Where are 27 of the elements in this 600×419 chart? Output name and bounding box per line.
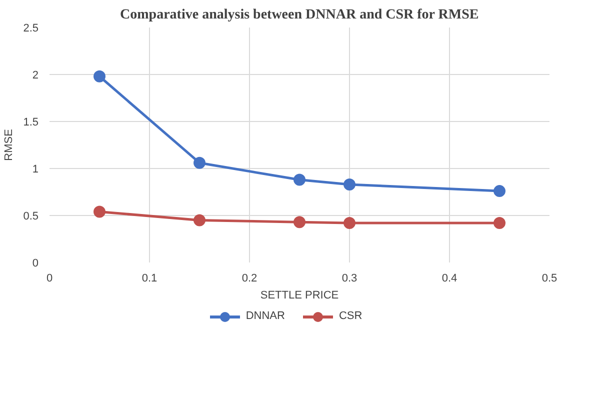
x-tick-label: 0.1 (142, 272, 158, 284)
y-tick-label: 0 (32, 258, 39, 270)
y-tick-label: 2.5 (23, 22, 39, 34)
x-tick-label: 0.2 (242, 272, 258, 284)
legend-label: CSR (338, 309, 362, 324)
point (294, 216, 306, 228)
y-tick-label: 1 (32, 164, 39, 176)
y-axis-title: RMSE (3, 129, 16, 161)
point (344, 178, 356, 190)
point (194, 156, 206, 169)
x-tick-label: 0.5 (542, 272, 558, 284)
y-tick-label: 1.5 (23, 116, 39, 128)
point (194, 214, 206, 226)
point (494, 217, 506, 230)
point (294, 174, 306, 186)
y-tick-label: 2 (32, 70, 39, 82)
y-tick-label: 0.5 (23, 210, 39, 222)
point (94, 70, 106, 82)
x-tick-label: 0 (46, 272, 53, 284)
x-axis-title: SETTLE PRICE (260, 290, 339, 302)
x-tick-label: 0.3 (342, 272, 358, 284)
chart-title: Comparative analysis between DNNAR and CSR for RMSE (120, 8, 479, 22)
x-tick-label: 0.4 (442, 272, 458, 284)
legend-label: DNNAR (246, 309, 285, 324)
point (344, 217, 356, 230)
point (94, 206, 106, 218)
point (494, 185, 506, 198)
